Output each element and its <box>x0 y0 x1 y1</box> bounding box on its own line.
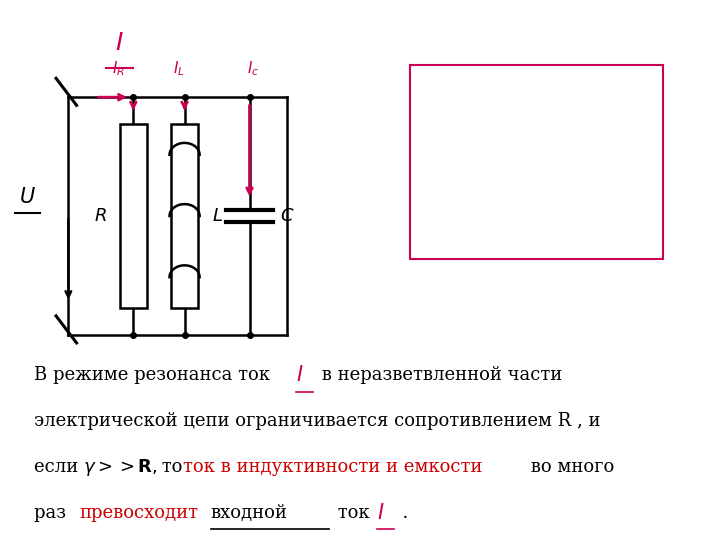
Text: в неразветвленной части: в неразветвленной части <box>316 366 562 384</box>
Bar <box>120 124 147 308</box>
Text: $I_L = U\gamma$: $I_L = U\gamma$ <box>494 158 565 182</box>
Text: $I_C = U\gamma$: $I_C = U\gamma$ <box>493 220 567 244</box>
Bar <box>410 65 663 259</box>
Text: $\mathit{I}$: $\mathit{I}$ <box>377 503 385 523</box>
Text: $\gamma >> \mathbf{R},$: $\gamma >> \mathbf{R},$ <box>84 457 158 477</box>
Text: .: . <box>397 504 409 522</box>
Text: во много: во много <box>525 458 614 476</box>
Bar <box>171 124 198 308</box>
Text: $L$: $L$ <box>212 207 223 225</box>
Text: $I_c$: $I_c$ <box>247 59 259 78</box>
Text: превосходит: превосходит <box>79 504 198 522</box>
Text: $\mathit{I}$: $\mathit{I}$ <box>115 31 124 55</box>
Text: раз: раз <box>34 504 78 522</box>
Text: если: если <box>34 458 90 476</box>
Text: входной: входной <box>210 504 287 522</box>
Text: $\boldsymbol{I_R\!=\!\ Ug}$: $\boldsymbol{I_R\!=\!\ Ug}$ <box>490 99 570 124</box>
Text: $U$: $U$ <box>19 187 36 207</box>
Text: $I_L$: $I_L$ <box>174 59 185 78</box>
Text: ток: ток <box>331 504 381 522</box>
Text: ток в индуктивности и емкости: ток в индуктивности и емкости <box>183 458 482 476</box>
Text: то: то <box>156 458 188 476</box>
Text: $C$: $C$ <box>280 207 294 225</box>
Text: В режиме резонанса ток: В режиме резонанса ток <box>34 366 276 384</box>
Text: $I_R$: $I_R$ <box>112 59 125 78</box>
Text: электрической цепи ограничивается сопротивлением R , и: электрической цепи ограничивается сопрот… <box>34 412 600 430</box>
Text: $\mathit{I}$: $\mathit{I}$ <box>296 365 304 386</box>
Text: $R$: $R$ <box>94 207 107 225</box>
